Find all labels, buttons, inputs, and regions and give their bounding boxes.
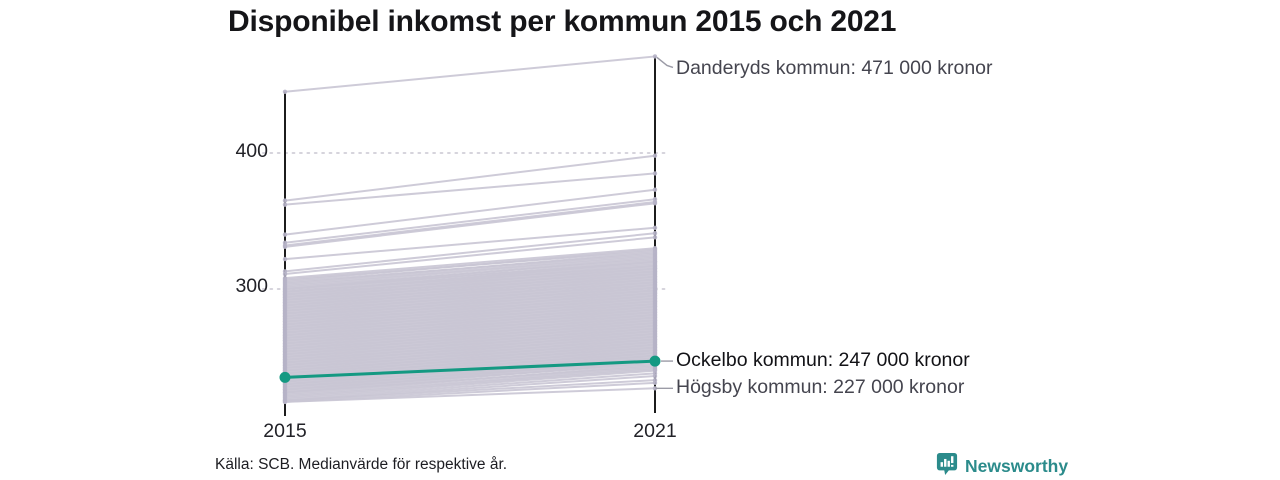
line-endpoint <box>282 271 288 277</box>
municipality-line <box>284 232 656 273</box>
municipality-line <box>284 172 656 206</box>
highlight-dot-2015 <box>279 371 291 383</box>
line-endpoint <box>282 244 288 250</box>
municipality-line <box>284 369 656 399</box>
line-endpoint <box>652 231 658 236</box>
municipality-line <box>284 270 656 303</box>
line-endpoint <box>282 198 288 203</box>
municipality-line <box>284 275 656 308</box>
line-endpoint <box>652 373 658 379</box>
municipality-line <box>284 360 656 392</box>
highlight-line-ockelbo <box>284 359 656 379</box>
municipality-line <box>284 202 656 248</box>
y-axis-tick-400: 400 <box>235 140 268 162</box>
municipality-line <box>284 226 656 261</box>
line-endpoint <box>652 235 658 240</box>
y-axis-tick-300: 300 <box>235 275 268 297</box>
line-endpoint <box>652 171 658 176</box>
municipality-line <box>284 372 656 401</box>
line-endpoint <box>652 225 658 230</box>
municipality-line <box>284 259 656 292</box>
annotation-hogsby: Högsby kommun: 227 000 kronor <box>676 376 965 399</box>
municipality-line <box>284 247 656 280</box>
municipality-line <box>284 324 656 357</box>
source-note: Källa: SCB. Medianvärde för respektive å… <box>215 456 508 473</box>
municipality-line <box>284 292 656 324</box>
municipality-line <box>284 251 656 285</box>
annotation-ockelbo-highlight: Ockelbo kommun: 247 000 kronor <box>676 349 970 372</box>
municipality-line <box>284 286 656 319</box>
line-endpoint <box>282 256 288 262</box>
municipality-line <box>284 278 656 311</box>
municipality-line <box>284 294 656 327</box>
municipality-line <box>284 188 656 236</box>
municipality-line <box>284 264 656 297</box>
line-endpoint <box>652 201 658 206</box>
municipality-line <box>284 154 656 202</box>
municipality-line <box>284 327 656 360</box>
municipality-line <box>284 300 656 333</box>
municipality-line <box>284 366 656 397</box>
line-endpoint <box>652 54 658 59</box>
municipality-line <box>284 200 656 247</box>
municipality-line <box>284 302 656 335</box>
municipality-line <box>284 267 656 300</box>
municipality-line <box>284 248 656 282</box>
connector-danderyd <box>656 56 674 69</box>
municipality-line <box>284 341 656 373</box>
municipality-line <box>284 311 656 344</box>
municipality-line <box>284 316 656 349</box>
municipality-line <box>284 346 656 379</box>
newsworthy-logo-icon <box>936 452 958 480</box>
municipality-line <box>284 255 656 288</box>
municipality-line <box>284 330 656 363</box>
municipality-line <box>284 305 656 338</box>
line-endpoint <box>282 89 288 95</box>
municipality-line <box>284 283 656 316</box>
municipality-line <box>284 364 656 395</box>
municipality-line <box>284 387 656 403</box>
line-endpoint <box>652 380 658 386</box>
x-axis-tick-2021: 2021 <box>633 420 677 442</box>
municipality-line <box>284 55 656 93</box>
municipality-line <box>284 335 656 368</box>
brand-name: Newsworthy <box>965 456 1069 476</box>
municipality-line <box>284 332 656 365</box>
highlight-dot-2021 <box>649 355 661 367</box>
municipality-line <box>284 236 656 276</box>
municipality-line <box>284 254 656 286</box>
line-endpoint <box>282 202 288 207</box>
municipality-line <box>284 368 656 398</box>
municipality-line <box>284 198 656 244</box>
municipality-line <box>284 343 656 376</box>
line-endpoint <box>282 232 288 237</box>
line-endpoint <box>652 386 658 391</box>
municipality-line <box>284 322 656 354</box>
municipality-line <box>284 273 656 305</box>
municipality-line <box>284 338 656 371</box>
municipality-line <box>284 297 656 330</box>
line-endpoint <box>652 153 658 158</box>
annotation-danderyd: Danderyds kommun: 471 000 kronor <box>676 56 993 79</box>
x-axis-tick-2015: 2015 <box>263 420 307 442</box>
brand-footer: Newsworthy <box>936 452 1068 480</box>
municipality-line <box>284 281 656 314</box>
municipality-line <box>284 313 656 346</box>
municipality-line <box>284 289 656 322</box>
line-endpoint <box>282 399 288 405</box>
municipality-line <box>284 308 656 341</box>
municipality-line <box>284 379 656 402</box>
municipality-line <box>284 260 656 295</box>
line-endpoint <box>652 187 658 192</box>
municipality-line <box>284 319 656 352</box>
chart-title: Disponibel inkomst per kommun 2015 och 2… <box>228 5 897 38</box>
